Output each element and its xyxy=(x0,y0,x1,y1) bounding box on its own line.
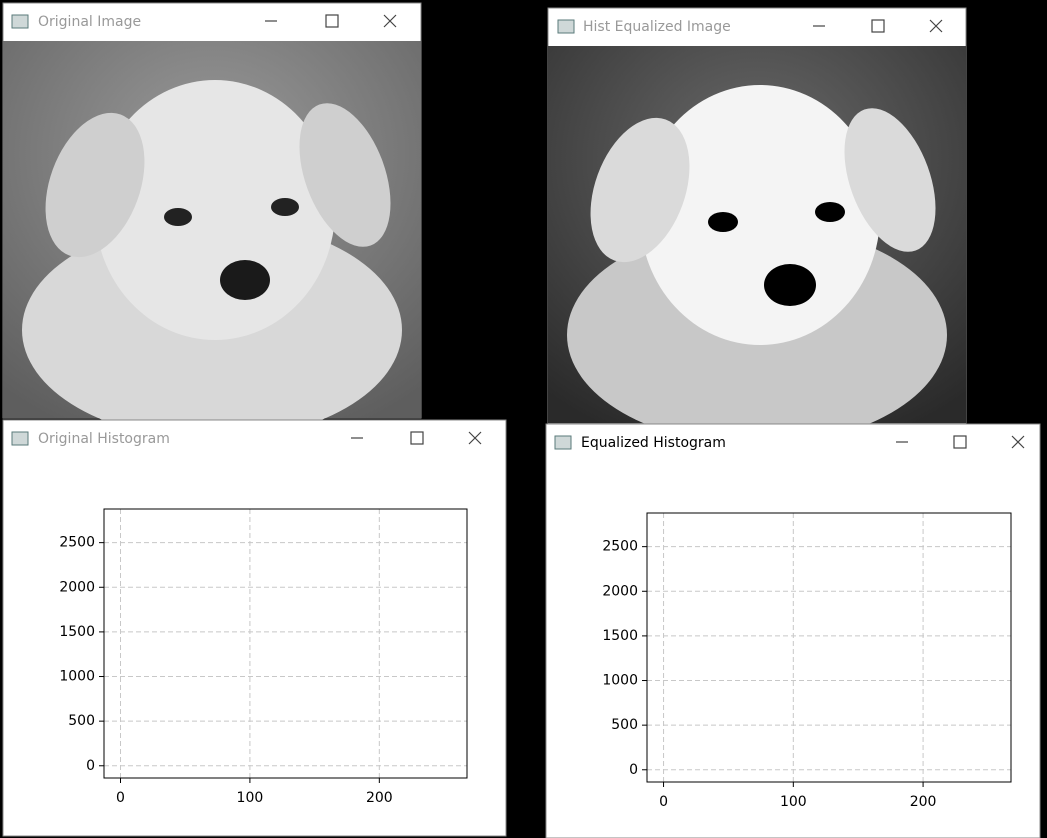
maximize[interactable] xyxy=(871,19,885,33)
x-tick-label: 200 xyxy=(366,790,393,806)
maximize[interactable] xyxy=(325,14,339,28)
chart: 0 500 1000 1500 2000 2500 0 100 200 xyxy=(59,508,468,806)
window: Equalized Histogram 05001000150020002500… xyxy=(545,423,1041,838)
y-tick-label: 2500 xyxy=(59,535,95,551)
y-tick-label: 0 xyxy=(86,758,95,774)
plot-frame xyxy=(103,508,468,779)
y-tick-label: 1000 xyxy=(602,673,638,689)
y-tick-label: 1500 xyxy=(59,624,95,640)
y-tick-label: 2000 xyxy=(59,579,95,595)
window-title: Original Histogram xyxy=(38,431,170,447)
x-tick-label: 200 xyxy=(910,794,937,810)
photo xyxy=(3,41,421,440)
plot-frame xyxy=(646,512,1012,783)
y-tick-label: 2500 xyxy=(602,539,638,555)
close[interactable] xyxy=(1011,435,1025,449)
window: Original Histogram 050010001500200025000… xyxy=(2,419,507,837)
y-tick-label: 500 xyxy=(611,717,638,733)
y-tick-label: 500 xyxy=(68,713,95,729)
y-tick-label: 1000 xyxy=(59,669,95,685)
window: Hist Equalized Image xyxy=(547,7,967,445)
x-tick-label: 100 xyxy=(780,794,807,810)
close[interactable] xyxy=(929,19,943,33)
y-tick-label: 2000 xyxy=(602,583,638,599)
photo xyxy=(548,46,966,445)
chart: 0 500 1000 1500 2000 2500 0 100 200 xyxy=(602,512,1012,810)
y-tick-label: 1500 xyxy=(602,628,638,644)
window: Original Image xyxy=(2,2,422,440)
window-title: Hist Equalized Image xyxy=(583,19,731,35)
x-tick-label: 0 xyxy=(116,790,125,806)
y-tick-label: 0 xyxy=(629,762,638,778)
close[interactable] xyxy=(468,431,482,445)
maximize[interactable] xyxy=(410,431,424,445)
x-tick-label: 0 xyxy=(659,794,668,810)
window-title: Equalized Histogram xyxy=(581,435,726,451)
maximize[interactable] xyxy=(953,435,967,449)
close[interactable] xyxy=(383,14,397,28)
window-title: Original Image xyxy=(38,14,141,30)
x-tick-label: 100 xyxy=(237,790,264,806)
